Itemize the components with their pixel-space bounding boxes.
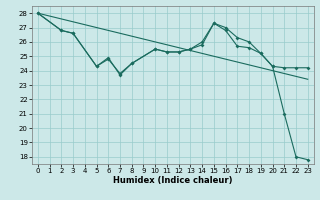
X-axis label: Humidex (Indice chaleur): Humidex (Indice chaleur) xyxy=(113,176,233,185)
